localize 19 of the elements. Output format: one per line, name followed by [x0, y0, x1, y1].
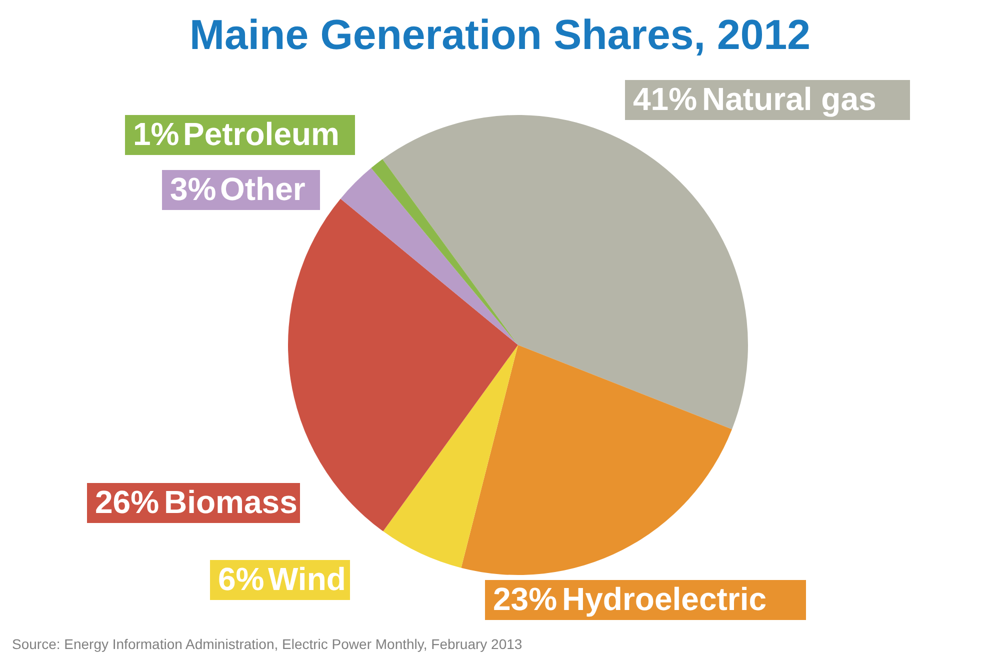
data-label: 26% [95, 484, 160, 520]
pie-slice [383, 345, 518, 568]
slice-label: Wind [268, 561, 346, 597]
slice-label: Biomass [164, 484, 298, 520]
data-label: 6% [218, 561, 264, 597]
data-label: 23% [493, 581, 558, 617]
chart-title: Maine Generation Shares, 2012 [190, 11, 810, 58]
pie-slice [461, 345, 732, 575]
pie-slice [371, 159, 518, 345]
data-label: 1% [133, 116, 180, 152]
slice-label: Petroleum [183, 116, 340, 152]
pie-slice [382, 115, 748, 430]
slice-label: Hydroelectric [562, 581, 767, 617]
slice-label: Natural gas [702, 81, 876, 117]
pie-slice [340, 168, 518, 345]
slice-label: Other [220, 171, 306, 207]
data-label: 41% [633, 81, 698, 117]
source-note: Source: Energy Information Administration, Electric Power Monthly, February 2013 [12, 636, 522, 652]
data-label: 3% [170, 171, 216, 207]
